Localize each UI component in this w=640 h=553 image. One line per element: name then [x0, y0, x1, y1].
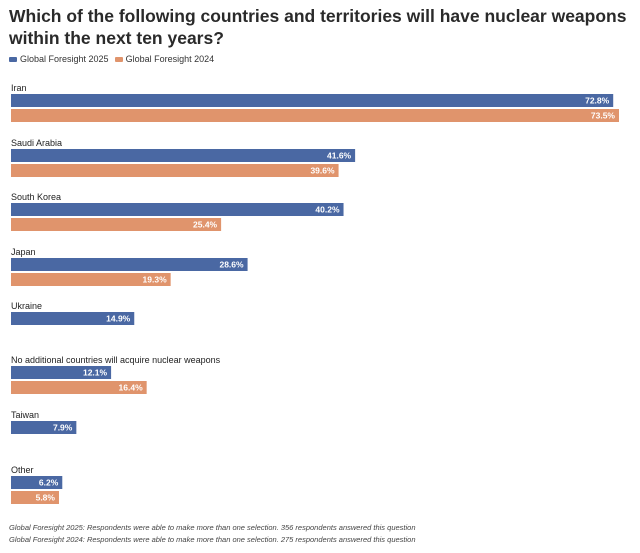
bar-2025	[11, 366, 112, 379]
bar-value-label: 39.6%	[310, 166, 335, 176]
bar-2025	[11, 203, 344, 216]
bar-value-label: 72.8%	[585, 96, 610, 106]
bar-value-label: 14.9%	[106, 314, 131, 324]
footnote-2025: Global Foresight 2025: Respondents were …	[9, 523, 416, 532]
bar-2024	[11, 381, 147, 394]
bar-2025	[11, 312, 135, 325]
bar-value-label: 40.2%	[315, 205, 340, 215]
bar-value-label: 19.3%	[143, 275, 168, 285]
bar-value-label: 7.9%	[53, 423, 73, 433]
bar-2025	[11, 94, 614, 107]
bar-value-label: 73.5%	[591, 111, 616, 121]
category-label: Japan	[11, 247, 36, 257]
category-label: Saudi Arabia	[11, 138, 62, 148]
category-label: South Korea	[11, 192, 61, 202]
bar-2024	[11, 164, 339, 177]
bar-2025	[11, 476, 63, 489]
legend-label-2025: Global Foresight 2025	[20, 54, 109, 64]
bar-2024	[11, 273, 171, 286]
bar-value-label: 5.8%	[36, 493, 56, 503]
legend: Global Foresight 2025 Global Foresight 2…	[9, 54, 220, 64]
bar-value-label: 41.6%	[327, 151, 352, 161]
bar-value-label: 25.4%	[193, 220, 218, 230]
category-label: Ukraine	[11, 301, 42, 311]
legend-label-2024: Global Foresight 2024	[125, 54, 215, 64]
category-label: No additional countries will acquire nuc…	[11, 355, 221, 365]
bar-value-label: 28.6%	[219, 260, 244, 270]
legend-swatch-2025	[9, 56, 17, 62]
bar-2024	[11, 491, 59, 504]
category-label: Iran	[11, 83, 27, 93]
bar-2025	[11, 258, 248, 271]
footnote-2024: Global Foresight 2024: Respondents were …	[9, 535, 416, 544]
bar-value-label: 6.2%	[39, 478, 59, 488]
bar-value-label: 16.4%	[119, 383, 144, 393]
legend-item-2025: Global Foresight 2025	[9, 54, 109, 64]
bar-2025	[11, 421, 77, 434]
category-label: Taiwan	[11, 410, 39, 420]
bar-2024	[11, 218, 222, 231]
bar-2025	[11, 149, 356, 162]
category-label: Other	[11, 465, 34, 475]
chart-title: Which of the following countries and ter…	[9, 6, 627, 48]
bar-value-label: 12.1%	[83, 368, 108, 378]
bar-2024	[11, 109, 619, 122]
legend-item-2024: Global Foresight 2024	[114, 54, 215, 64]
legend-swatch-2024	[114, 56, 123, 62]
